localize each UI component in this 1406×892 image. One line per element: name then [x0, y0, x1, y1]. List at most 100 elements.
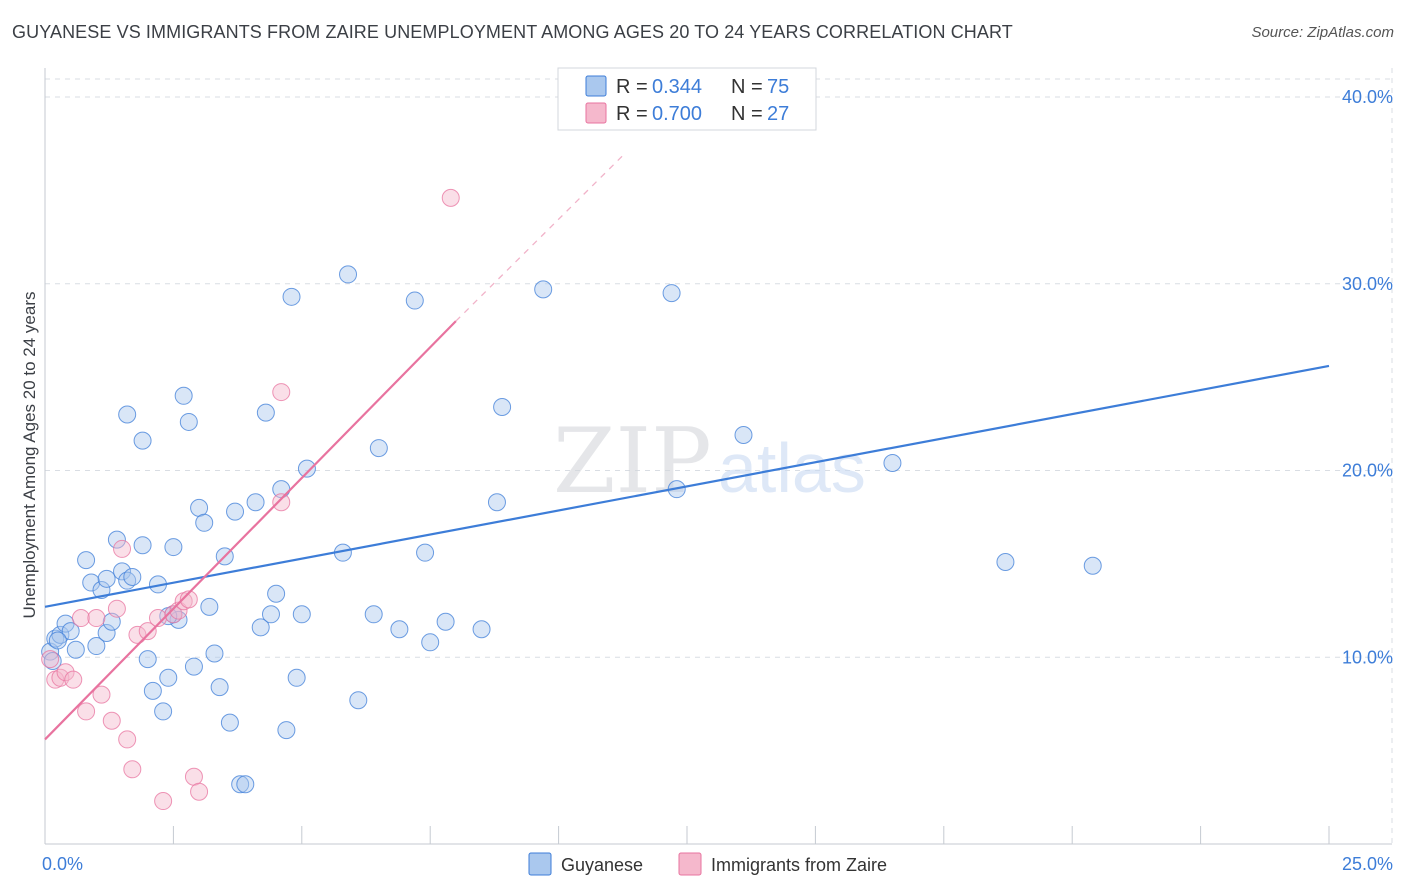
trend-line-zaire-extension	[455, 152, 626, 322]
data-point-zaire	[77, 702, 96, 721]
data-point-guyanese	[369, 439, 388, 458]
data-point-zaire	[71, 609, 90, 628]
data-point-zaire	[272, 383, 291, 402]
data-point-guyanese	[133, 536, 152, 555]
data-point-guyanese	[390, 620, 409, 639]
data-point-guyanese	[421, 633, 440, 652]
data-point-guyanese	[97, 623, 116, 642]
legend-n-label: N =	[731, 103, 763, 125]
series-legend: Guyanese Immigrants from Zaire	[528, 852, 887, 876]
data-points	[41, 188, 1102, 811]
data-point-guyanese	[436, 612, 455, 631]
data-point-guyanese	[339, 265, 358, 284]
legend-swatch-guyanese	[585, 75, 607, 97]
data-point-guyanese	[92, 581, 111, 600]
legend-r-value: 0.344	[652, 76, 702, 98]
data-point-guyanese	[195, 513, 214, 532]
y-tick-label: 20.0%	[1342, 461, 1393, 481]
legend-swatch-zaire	[585, 102, 607, 124]
trend-line-zaire	[44, 320, 457, 741]
legend-r-label: R =	[616, 76, 648, 98]
y-tick-label: 10.0%	[1342, 647, 1393, 667]
data-point-zaire	[56, 663, 75, 682]
data-point-zaire	[154, 792, 173, 811]
data-point-guyanese	[287, 668, 306, 687]
data-point-guyanese	[996, 553, 1015, 572]
trend-lines	[44, 152, 1330, 741]
data-point-guyanese	[349, 691, 368, 710]
trend-line-guyanese	[44, 364, 1330, 608]
data-point-guyanese	[133, 431, 152, 450]
data-point-guyanese	[282, 287, 301, 306]
data-point-guyanese	[143, 681, 162, 700]
data-point-guyanese	[1083, 556, 1102, 575]
source-label: Source: ZipAtlas.com	[1251, 24, 1394, 41]
data-point-guyanese	[246, 493, 265, 512]
x-tick-label: 0.0%	[42, 854, 83, 874]
data-point-guyanese	[226, 502, 245, 521]
data-point-guyanese	[297, 459, 316, 478]
x-tick-labels: 0.0% 25.0%	[42, 854, 1393, 874]
data-point-guyanese	[662, 284, 681, 303]
data-point-guyanese	[97, 569, 116, 588]
data-point-guyanese	[364, 605, 383, 624]
data-point-zaire	[179, 590, 198, 609]
data-point-guyanese	[883, 454, 902, 473]
data-point-zaire	[123, 760, 142, 779]
legend-label-zaire: Immigrants from Zaire	[711, 855, 887, 875]
correlation-legend: R = 0.344 N = 75 R = 0.700 N = 27	[557, 67, 817, 131]
data-point-guyanese	[164, 538, 183, 557]
data-point-guyanese	[472, 620, 491, 639]
axes	[44, 68, 1392, 845]
data-point-guyanese	[113, 562, 132, 581]
data-point-guyanese	[66, 640, 85, 659]
legend-swatch-zaire	[678, 852, 702, 876]
data-point-guyanese	[734, 426, 753, 445]
data-point-guyanese	[87, 637, 106, 656]
data-point-guyanese	[231, 775, 250, 794]
chart-title: GUYANESE VS IMMIGRANTS FROM ZAIRE UNEMPL…	[12, 22, 1013, 42]
data-point-guyanese	[123, 567, 142, 586]
x-tick-label: 25.0%	[1342, 854, 1393, 874]
data-point-guyanese	[251, 618, 270, 637]
data-point-guyanese	[179, 412, 198, 431]
data-point-zaire	[190, 782, 209, 801]
data-point-guyanese	[210, 678, 229, 697]
data-point-guyanese	[118, 405, 137, 424]
legend-r-label: R =	[616, 103, 648, 125]
data-point-guyanese	[405, 291, 424, 310]
legend-swatch-guyanese	[528, 852, 552, 876]
data-point-zaire	[102, 711, 121, 730]
data-point-guyanese	[487, 493, 506, 512]
data-point-zaire	[272, 493, 291, 512]
data-point-guyanese	[416, 543, 435, 562]
data-point-guyanese	[174, 386, 193, 405]
data-point-zaire	[148, 609, 167, 628]
legend-r-value: 0.700	[652, 103, 702, 125]
data-point-guyanese	[169, 610, 188, 629]
y-axis-label: Unemployment Among Ages 20 to 24 years	[20, 292, 39, 619]
watermark-atlas: atlas	[718, 429, 866, 507]
data-point-guyanese	[277, 721, 296, 740]
data-point-zaire	[113, 539, 132, 558]
data-point-guyanese	[493, 398, 512, 417]
data-point-guyanese	[159, 668, 178, 687]
watermark-zip: ZIP	[553, 409, 712, 514]
data-point-guyanese	[82, 573, 101, 592]
data-point-guyanese	[43, 651, 62, 670]
data-point-guyanese	[261, 605, 280, 624]
y-tick-label: 30.0%	[1342, 274, 1393, 294]
data-point-guyanese	[48, 631, 67, 650]
data-point-guyanese	[154, 702, 173, 721]
data-point-guyanese	[138, 650, 157, 669]
data-point-zaire	[64, 670, 83, 689]
data-point-guyanese	[190, 498, 209, 517]
data-point-zaire	[118, 730, 137, 749]
data-point-zaire	[92, 685, 111, 704]
data-point-zaire	[128, 625, 147, 644]
data-point-zaire	[184, 767, 203, 786]
y-tick-label: 40.0%	[1342, 87, 1393, 107]
legend-n-value: 27	[767, 103, 789, 125]
data-point-zaire	[41, 650, 60, 669]
